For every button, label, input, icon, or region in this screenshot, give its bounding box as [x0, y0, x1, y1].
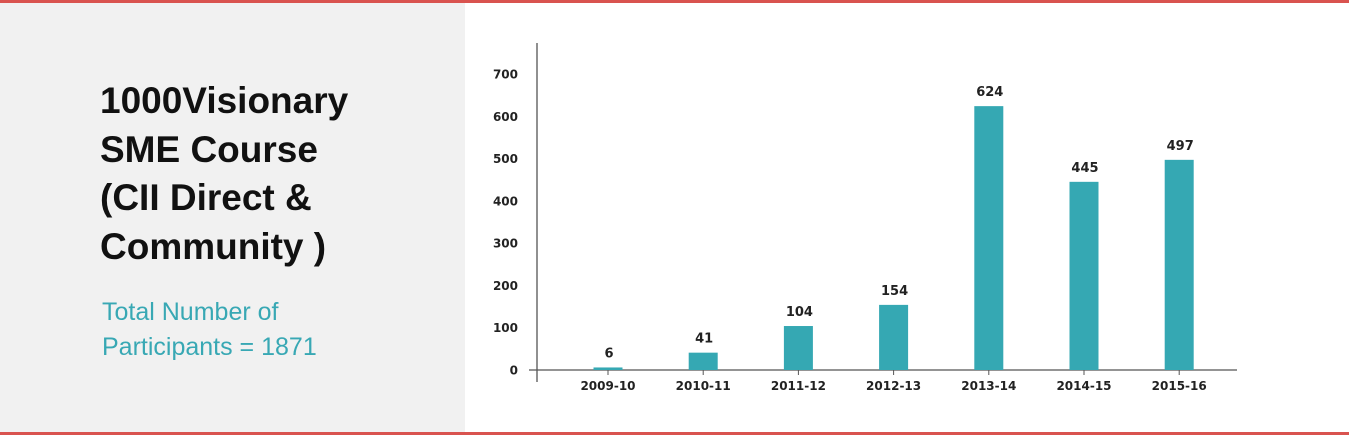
x-tick-label: 2010-11 [676, 379, 731, 393]
y-tick-label: 600 [493, 110, 518, 124]
y-tick-label: 500 [493, 152, 518, 166]
data-label: 497 [1167, 139, 1194, 154]
bar-2011-12 [783, 326, 813, 370]
x-axis: 2009-10 2010-11 2011-12 2012-13 2013-14 2014-… [529, 369, 1237, 393]
value-labels: 6 41 104 154 624 445 497 [604, 85, 1193, 361]
participants-bar-chart: 0 100 200 300 400 500 600 700 2009-10 2010-11 201… [493, 43, 1237, 393]
bars [593, 106, 1194, 370]
bar-2014-15 [1069, 181, 1099, 370]
x-tick-label: 2014-15 [1056, 379, 1111, 393]
y-tick-label: 0 [510, 364, 518, 378]
title-panel: 1000Visionary SME Course (CII Direct & C… [0, 3, 465, 432]
participants-total: Total Number of Participants = 1871 [102, 295, 442, 365]
data-label: 104 [786, 305, 813, 320]
data-label: 445 [1071, 161, 1098, 176]
data-label: 154 [881, 284, 908, 299]
data-label: 41 [695, 332, 713, 347]
y-tick-label: 400 [493, 194, 518, 208]
x-tick-label: 2011-12 [771, 379, 826, 393]
y-axis: 0 100 200 300 400 500 600 700 [493, 43, 538, 382]
bottom-accent-rule [0, 432, 1349, 435]
data-label: 624 [976, 85, 1003, 100]
x-tick-label: 2012-13 [866, 379, 921, 393]
x-tick-label: 2013-14 [961, 379, 1016, 393]
y-tick-label: 100 [493, 321, 518, 335]
x-tick-label: 2015-16 [1152, 379, 1207, 393]
subtitle-line: Total Number of [102, 298, 279, 326]
title-line: (CII Direct & [100, 177, 312, 218]
title-line: SME Course [100, 128, 318, 170]
x-tick-label: 2009-10 [580, 379, 635, 393]
bar-2012-13 [879, 304, 909, 370]
y-tick-label: 300 [493, 237, 518, 251]
bar-2010-11 [688, 352, 718, 370]
data-label: 6 [604, 346, 613, 361]
bar-2009-10 [593, 367, 623, 370]
y-tick-label: 700 [493, 68, 518, 82]
subtitle-line: Participants = 1871 [102, 333, 317, 361]
title-line: Community ) [100, 225, 327, 267]
title-line: 1000Visionary [100, 80, 349, 121]
bar-2013-14 [974, 106, 1004, 370]
bar-2015-16 [1164, 159, 1194, 370]
top-accent-rule [0, 0, 1349, 3]
page-title: 1000Visionary SME Course (CII Direct & C… [100, 77, 440, 271]
y-tick-label: 200 [493, 279, 518, 293]
